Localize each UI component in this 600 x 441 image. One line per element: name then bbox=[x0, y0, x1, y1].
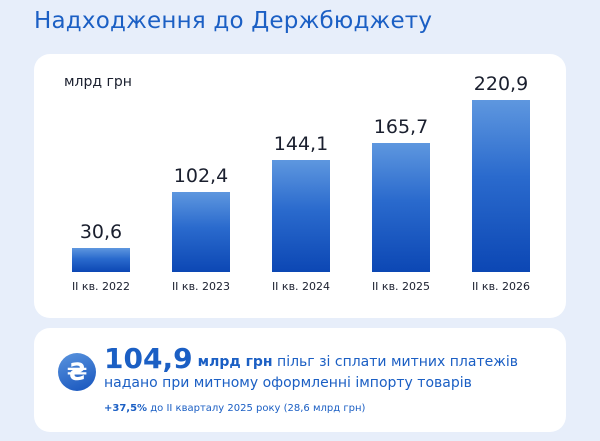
category-label: II кв. 2023 bbox=[171, 280, 231, 293]
category-label: II кв. 2024 bbox=[271, 280, 331, 293]
bar-value-label: 144,1 bbox=[273, 132, 329, 155]
bar bbox=[272, 159, 330, 272]
bar-value-label: 30,6 bbox=[79, 221, 123, 244]
bar-chart: 30,6 II кв. 2022 102,4 II кв. 2023 144,1 II к… bbox=[34, 54, 566, 318]
bar bbox=[172, 192, 230, 272]
category-label: II кв. 2025 bbox=[371, 280, 431, 293]
info-card: ₴ 104,9 млрд грн пільг зі сплати митних … bbox=[34, 328, 566, 432]
info-text-2: надано при митному оформленні імпорту то… bbox=[104, 375, 472, 391]
bar bbox=[472, 100, 530, 272]
info-text-1: пільг зі сплати митних платежів bbox=[272, 354, 518, 370]
info-line-3: +37,5% до II кварталу 2025 року (28,6 мл… bbox=[104, 403, 564, 414]
bar bbox=[372, 142, 430, 272]
info-change-text: до II кварталу 2025 року (28,6 млрд грн) bbox=[147, 403, 366, 414]
info-amount: 104,9 bbox=[104, 342, 193, 375]
category-label: II кв. 2026 bbox=[471, 280, 531, 293]
page-title: Надходження до Держбюджету bbox=[34, 8, 433, 34]
hryvnia-glyph: ₴ bbox=[66, 358, 88, 386]
bar-value-label: 220,9 bbox=[473, 73, 529, 95]
unit-label: млрд грн bbox=[64, 74, 132, 90]
bar-value-label: 102,4 bbox=[173, 165, 229, 188]
chart-card: млрд грн 30,6 II кв. 2022 102,4 II кв. 2023… bbox=[34, 54, 566, 318]
info-line-1: 104,9 млрд грн пільг зі сплати митних пл… bbox=[104, 342, 564, 375]
bar bbox=[72, 248, 130, 272]
bar-value-label: 165,7 bbox=[373, 115, 429, 138]
info-amount-unit: млрд грн bbox=[197, 354, 273, 370]
hryvnia-icon: ₴ bbox=[58, 353, 96, 391]
info-change: +37,5% bbox=[104, 403, 148, 414]
category-label: II кв. 2022 bbox=[71, 280, 131, 293]
